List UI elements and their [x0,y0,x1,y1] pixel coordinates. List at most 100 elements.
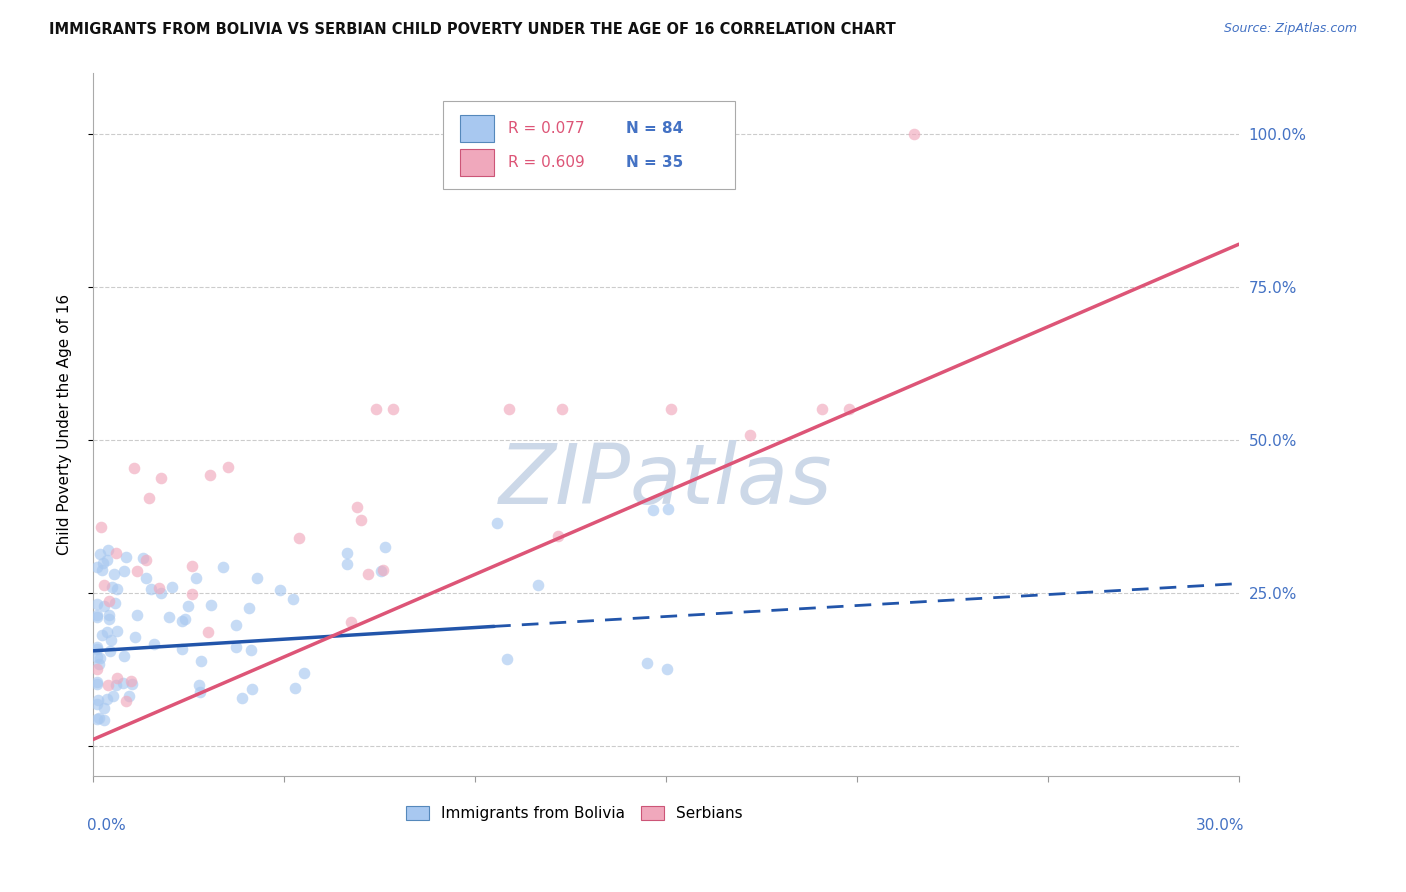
Point [111,675,134,690]
Point [86,693,108,707]
Y-axis label: Child Poverty Under the Age of 16: Child Poverty Under the Age of 16 [58,294,72,555]
Point [287,532,309,546]
Point [86,674,108,689]
Point [485,516,508,530]
Point [811,402,834,417]
Point [212,560,235,574]
Text: R = 0.609: R = 0.609 [508,155,585,169]
Point [284,681,307,695]
Point [89,651,111,665]
Point [104,546,127,560]
Point [180,558,202,573]
Point [526,578,548,592]
Point [97,678,120,692]
Point [115,550,138,565]
Point [240,681,263,696]
Point [357,566,380,581]
Point [138,491,160,505]
Point [86,641,108,656]
Point [335,558,357,572]
Point [498,402,520,417]
Point [93,713,115,727]
Point [115,694,138,708]
Point [93,599,115,614]
Point [90,628,112,642]
Point [240,642,263,657]
Point [105,671,128,685]
Point [97,608,120,623]
Point [281,591,304,606]
Point [188,685,211,699]
Point [127,564,149,578]
Point [96,552,118,566]
Point [495,652,517,666]
Point [231,690,253,705]
Point [124,630,146,644]
Point [173,612,195,626]
Point [93,578,115,592]
Point [121,676,143,690]
Point [340,615,363,629]
Point [170,614,193,628]
Point [91,556,114,570]
Point [740,428,762,442]
Point [838,402,860,417]
Point [87,657,110,672]
Point [150,586,173,600]
Point [659,402,682,417]
Point [86,597,108,611]
Point [86,712,108,726]
Point [97,612,120,626]
Bar [460,115,494,142]
Point [162,580,184,594]
Point [86,608,108,623]
Point [225,618,247,632]
Text: Source: ZipAtlas.com: Source: ZipAtlas.com [1223,22,1357,36]
Text: ZIPatlas: ZIPatlas [499,441,832,521]
Point [374,540,396,554]
Point [86,662,108,676]
Point [90,520,112,534]
Legend: Immigrants from Bolivia, Serbians: Immigrants from Bolivia, Serbians [406,806,742,822]
Text: R = 0.077: R = 0.077 [508,121,585,136]
Point [177,599,200,613]
Point [364,402,387,417]
Point [143,637,166,651]
Point [157,609,180,624]
Point [186,571,208,585]
Text: N = 35: N = 35 [626,155,683,169]
Point [547,529,569,543]
Point [86,559,108,574]
Point [118,689,141,703]
Point [91,563,114,577]
Point [98,593,121,607]
FancyBboxPatch shape [443,101,735,189]
Point [292,665,315,680]
Point [135,553,157,567]
Point [86,640,108,654]
Point [903,127,925,141]
Point [370,564,392,578]
Point [93,701,115,715]
Point [269,583,291,598]
Point [122,460,145,475]
Point [135,571,157,585]
Point [139,582,162,597]
Point [89,547,111,561]
Point [120,674,142,689]
Point [87,711,110,725]
Point [200,598,222,612]
Point [170,642,193,657]
Point [105,678,128,692]
Point [104,596,127,610]
Point [149,471,172,485]
Point [350,513,373,527]
Point [103,566,125,581]
Point [101,580,124,594]
Point [655,662,678,676]
Point [86,609,108,624]
Point [188,678,211,692]
Bar [460,149,494,176]
Point [97,542,120,557]
Point [197,624,219,639]
